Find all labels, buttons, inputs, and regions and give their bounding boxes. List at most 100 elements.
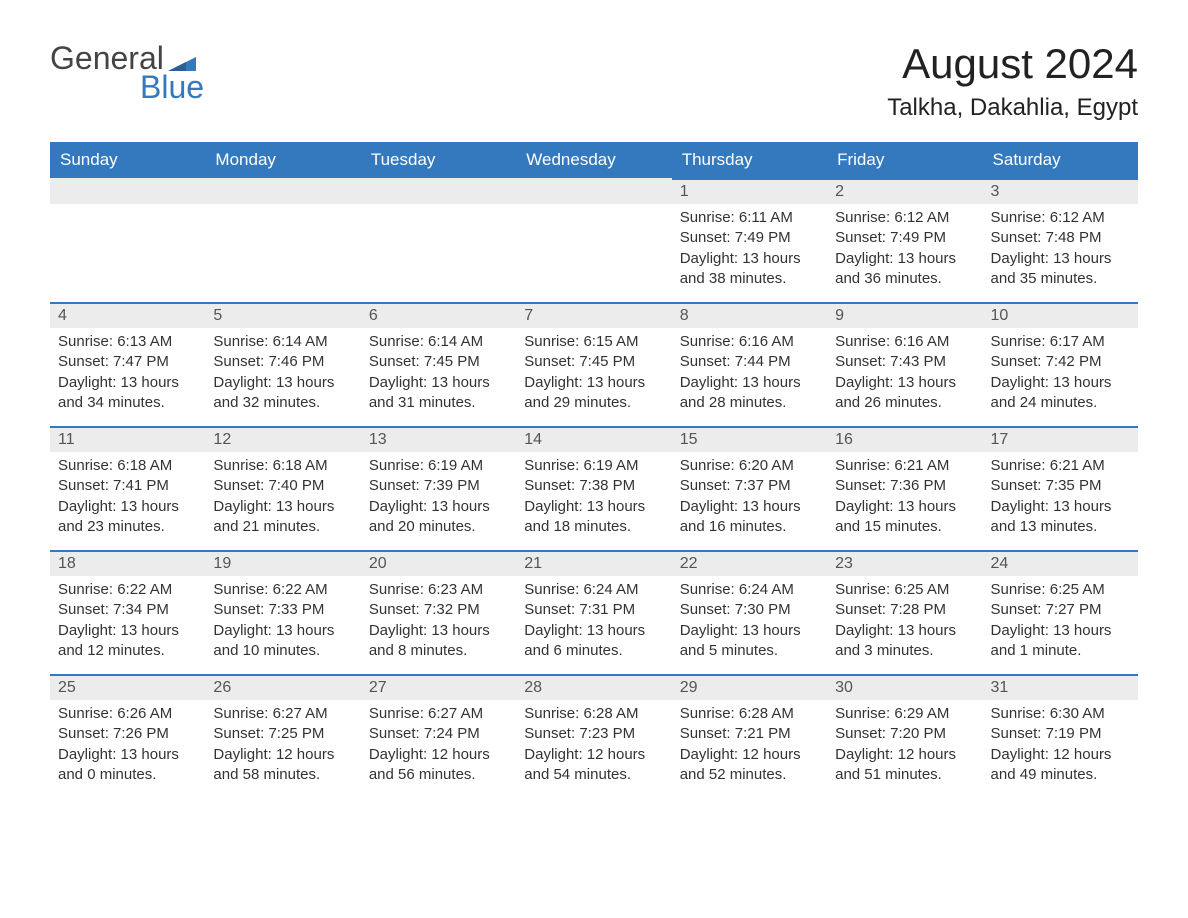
sunrise-line-value: 6:25 AM	[894, 581, 949, 598]
sunrise-line-value: 6:30 AM	[1050, 705, 1105, 722]
sunset-line: Sunset: 7:49 PM	[835, 228, 974, 248]
daylight-line: Daylight: 13 hours and 20 minutes.	[369, 497, 508, 538]
calendar-day-cell: 31Sunrise: 6:30 AMSunset: 7:19 PMDayligh…	[983, 674, 1138, 798]
day-number: 17	[983, 426, 1138, 452]
sunrise-line-value: 6:23 AM	[428, 581, 483, 598]
sunset-line-label: Sunset:	[58, 477, 113, 494]
day-number: 2	[827, 178, 982, 204]
calendar-day-cell: 26Sunrise: 6:27 AMSunset: 7:25 PMDayligh…	[205, 674, 360, 798]
calendar-day-cell: 24Sunrise: 6:25 AMSunset: 7:27 PMDayligh…	[983, 550, 1138, 674]
sunrise-line-value: 6:24 AM	[739, 581, 794, 598]
daylight-line-label: Daylight:	[835, 622, 898, 639]
sunset-line: Sunset: 7:24 PM	[369, 724, 508, 744]
day-body: Sunrise: 6:18 AMSunset: 7:41 PM Daylight:…	[50, 452, 205, 545]
calendar-day-cell: 27Sunrise: 6:27 AMSunset: 7:24 PMDayligh…	[361, 674, 516, 798]
daylight-line-label: Daylight:	[369, 498, 432, 515]
sunrise-line-label: Sunrise:	[524, 333, 583, 350]
calendar-day-cell: 6Sunrise: 6:14 AMSunset: 7:45 PMDaylight…	[361, 302, 516, 426]
daylight-line: Daylight: 13 hours and 28 minutes.	[680, 373, 819, 414]
sunrise-line-label: Sunrise:	[680, 705, 739, 722]
day-number: 18	[50, 550, 205, 576]
sunrise-line-label: Sunrise:	[58, 457, 117, 474]
daylight-line: Daylight: 12 hours and 54 minutes.	[524, 745, 663, 786]
calendar-day-cell: 20Sunrise: 6:23 AMSunset: 7:32 PMDayligh…	[361, 550, 516, 674]
sunset-line-label: Sunset:	[680, 725, 735, 742]
day-body: Sunrise: 6:12 AMSunset: 7:48 PMDaylight:…	[983, 204, 1138, 297]
sunrise-line-label: Sunrise:	[58, 705, 117, 722]
day-body: Sunrise: 6:16 AMSunset: 7:43 PMDaylight:…	[827, 328, 982, 421]
logo: General Blue	[50, 40, 204, 106]
sunrise-line: Sunrise: 6:26 AM	[58, 704, 197, 724]
daylight-line: Daylight: 13 hours and 5 minutes.	[680, 621, 819, 662]
calendar-day-cell: 25Sunrise: 6:26 AMSunset: 7:26 PMDayligh…	[50, 674, 205, 798]
calendar-day-cell: 21Sunrise: 6:24 AMSunset: 7:31 PMDayligh…	[516, 550, 671, 674]
sunset-line: Sunset: 7:40 PM	[213, 476, 352, 496]
sunset-line: Sunset: 7:39 PM	[369, 476, 508, 496]
day-number: 3	[983, 178, 1138, 204]
day-number: 28	[516, 674, 671, 700]
day-body: Sunrise: 6:24 AMSunset: 7:31 PMDaylight:…	[516, 576, 671, 669]
sunset-line-label: Sunset:	[835, 725, 890, 742]
sunrise-line: Sunrise: 6:16 AM	[680, 332, 819, 352]
calendar-day-cell: 19Sunrise: 6:22 AMSunset: 7:33 PMDayligh…	[205, 550, 360, 674]
sunrise-line-label: Sunrise:	[369, 457, 428, 474]
sunset-line-label: Sunset:	[835, 229, 890, 246]
location: Talkha, Dakahlia, Egypt	[887, 94, 1138, 122]
sunrise-line: Sunrise: 6:23 AM	[369, 580, 508, 600]
daylight-line: Daylight: 13 hours and 35 minutes.	[991, 249, 1130, 290]
sunrise-line: Sunrise: 6:14 AM	[369, 332, 508, 352]
sunrise-line: Sunrise: 6:27 AM	[213, 704, 352, 724]
daylight-line: Daylight: 13 hours and 34 minutes.	[58, 373, 197, 414]
daylight-line-label: Daylight:	[835, 498, 898, 515]
sunset-line-value: 7:39 PM	[424, 477, 480, 494]
daylight-line-label: Daylight:	[369, 746, 432, 763]
calendar-empty-cell	[361, 178, 516, 302]
calendar-day-cell: 7Sunrise: 6:15 AMSunset: 7:45 PMDaylight…	[516, 302, 671, 426]
sunrise-line: Sunrise: 6:29 AM	[835, 704, 974, 724]
day-body: Sunrise: 6:15 AM Sunset: 7:45 PMDaylight:…	[516, 328, 671, 421]
day-body: Sunrise: 6:29 AMSunset: 7:20 PMDaylight:…	[827, 700, 982, 793]
logo-word2: Blue	[140, 69, 204, 106]
sunrise-line: Sunrise: 6:19 AM	[524, 456, 663, 476]
daylight-line: Daylight: 13 hours and 31 minutes.	[369, 373, 508, 414]
sunrise-line-label: Sunrise:	[369, 333, 428, 350]
daylight-line: Daylight: 13 hours and 10 minutes.	[213, 621, 352, 662]
sunrise-line-value: 6:15 AM	[583, 333, 638, 350]
calendar-day-cell: 13Sunrise: 6:19 AMSunset: 7:39 PMDayligh…	[361, 426, 516, 550]
day-number: 11	[50, 426, 205, 452]
day-body: Sunrise: 6:13 AMSunset: 7:47 PMDaylight:…	[50, 328, 205, 421]
sunrise-line-label: Sunrise:	[991, 457, 1050, 474]
sunset-line: Sunset: 7:49 PM	[680, 228, 819, 248]
sunset-line-value: 7:41 PM	[113, 477, 169, 494]
sunrise-line: Sunrise: 6:12 AM	[991, 208, 1130, 228]
sunset-line: Sunset: 7:35 PM	[991, 476, 1130, 496]
sunrise-line: Sunrise: 6:19 AM	[369, 456, 508, 476]
daylight-line: Daylight: 13 hours and 29 minutes.	[524, 373, 663, 414]
sunset-line-value: 7:34 PM	[113, 601, 169, 618]
sunset-line-value: 7:32 PM	[424, 601, 480, 618]
daylight-line-label: Daylight:	[58, 498, 121, 515]
sunrise-line-label: Sunrise:	[835, 457, 894, 474]
sunrise-line: Sunrise: 6:18 AM	[213, 456, 352, 476]
sunrise-line: Sunrise: 6:20 AM	[680, 456, 819, 476]
sunset-line-label: Sunset:	[524, 477, 579, 494]
sunrise-line: Sunrise: 6:30 AM	[991, 704, 1130, 724]
sunset-line-value: 7:24 PM	[424, 725, 480, 742]
sunset-line: Sunset: 7:43 PM	[835, 352, 974, 372]
sunset-line-label: Sunset:	[213, 725, 268, 742]
sunset-line-label: Sunset:	[835, 353, 890, 370]
day-body: Sunrise: 6:24 AMSunset: 7:30 PMDaylight:…	[672, 576, 827, 669]
day-body: Sunrise: 6:17 AMSunset: 7:42 PMDaylight:…	[983, 328, 1138, 421]
sunrise-line-value: 6:17 AM	[1050, 333, 1105, 350]
day-number: 19	[205, 550, 360, 576]
sunrise-line-value: 6:14 AM	[428, 333, 483, 350]
day-body: Sunrise: 6:23 AMSunset: 7:32 PMDaylight:…	[361, 576, 516, 669]
sunset-line-value: 7:33 PM	[268, 601, 324, 618]
sunset-line: Sunset: 7:45 PM	[524, 352, 663, 372]
sunrise-line: Sunrise: 6:18 AM	[58, 456, 197, 476]
title-block: August 2024 Talkha, Dakahlia, Egypt	[887, 40, 1138, 122]
sunrise-line: Sunrise: 6:28 AM	[680, 704, 819, 724]
daylight-line-label: Daylight:	[369, 374, 432, 391]
sunset-line-value: 7:46 PM	[268, 353, 324, 370]
day-number: 30	[827, 674, 982, 700]
